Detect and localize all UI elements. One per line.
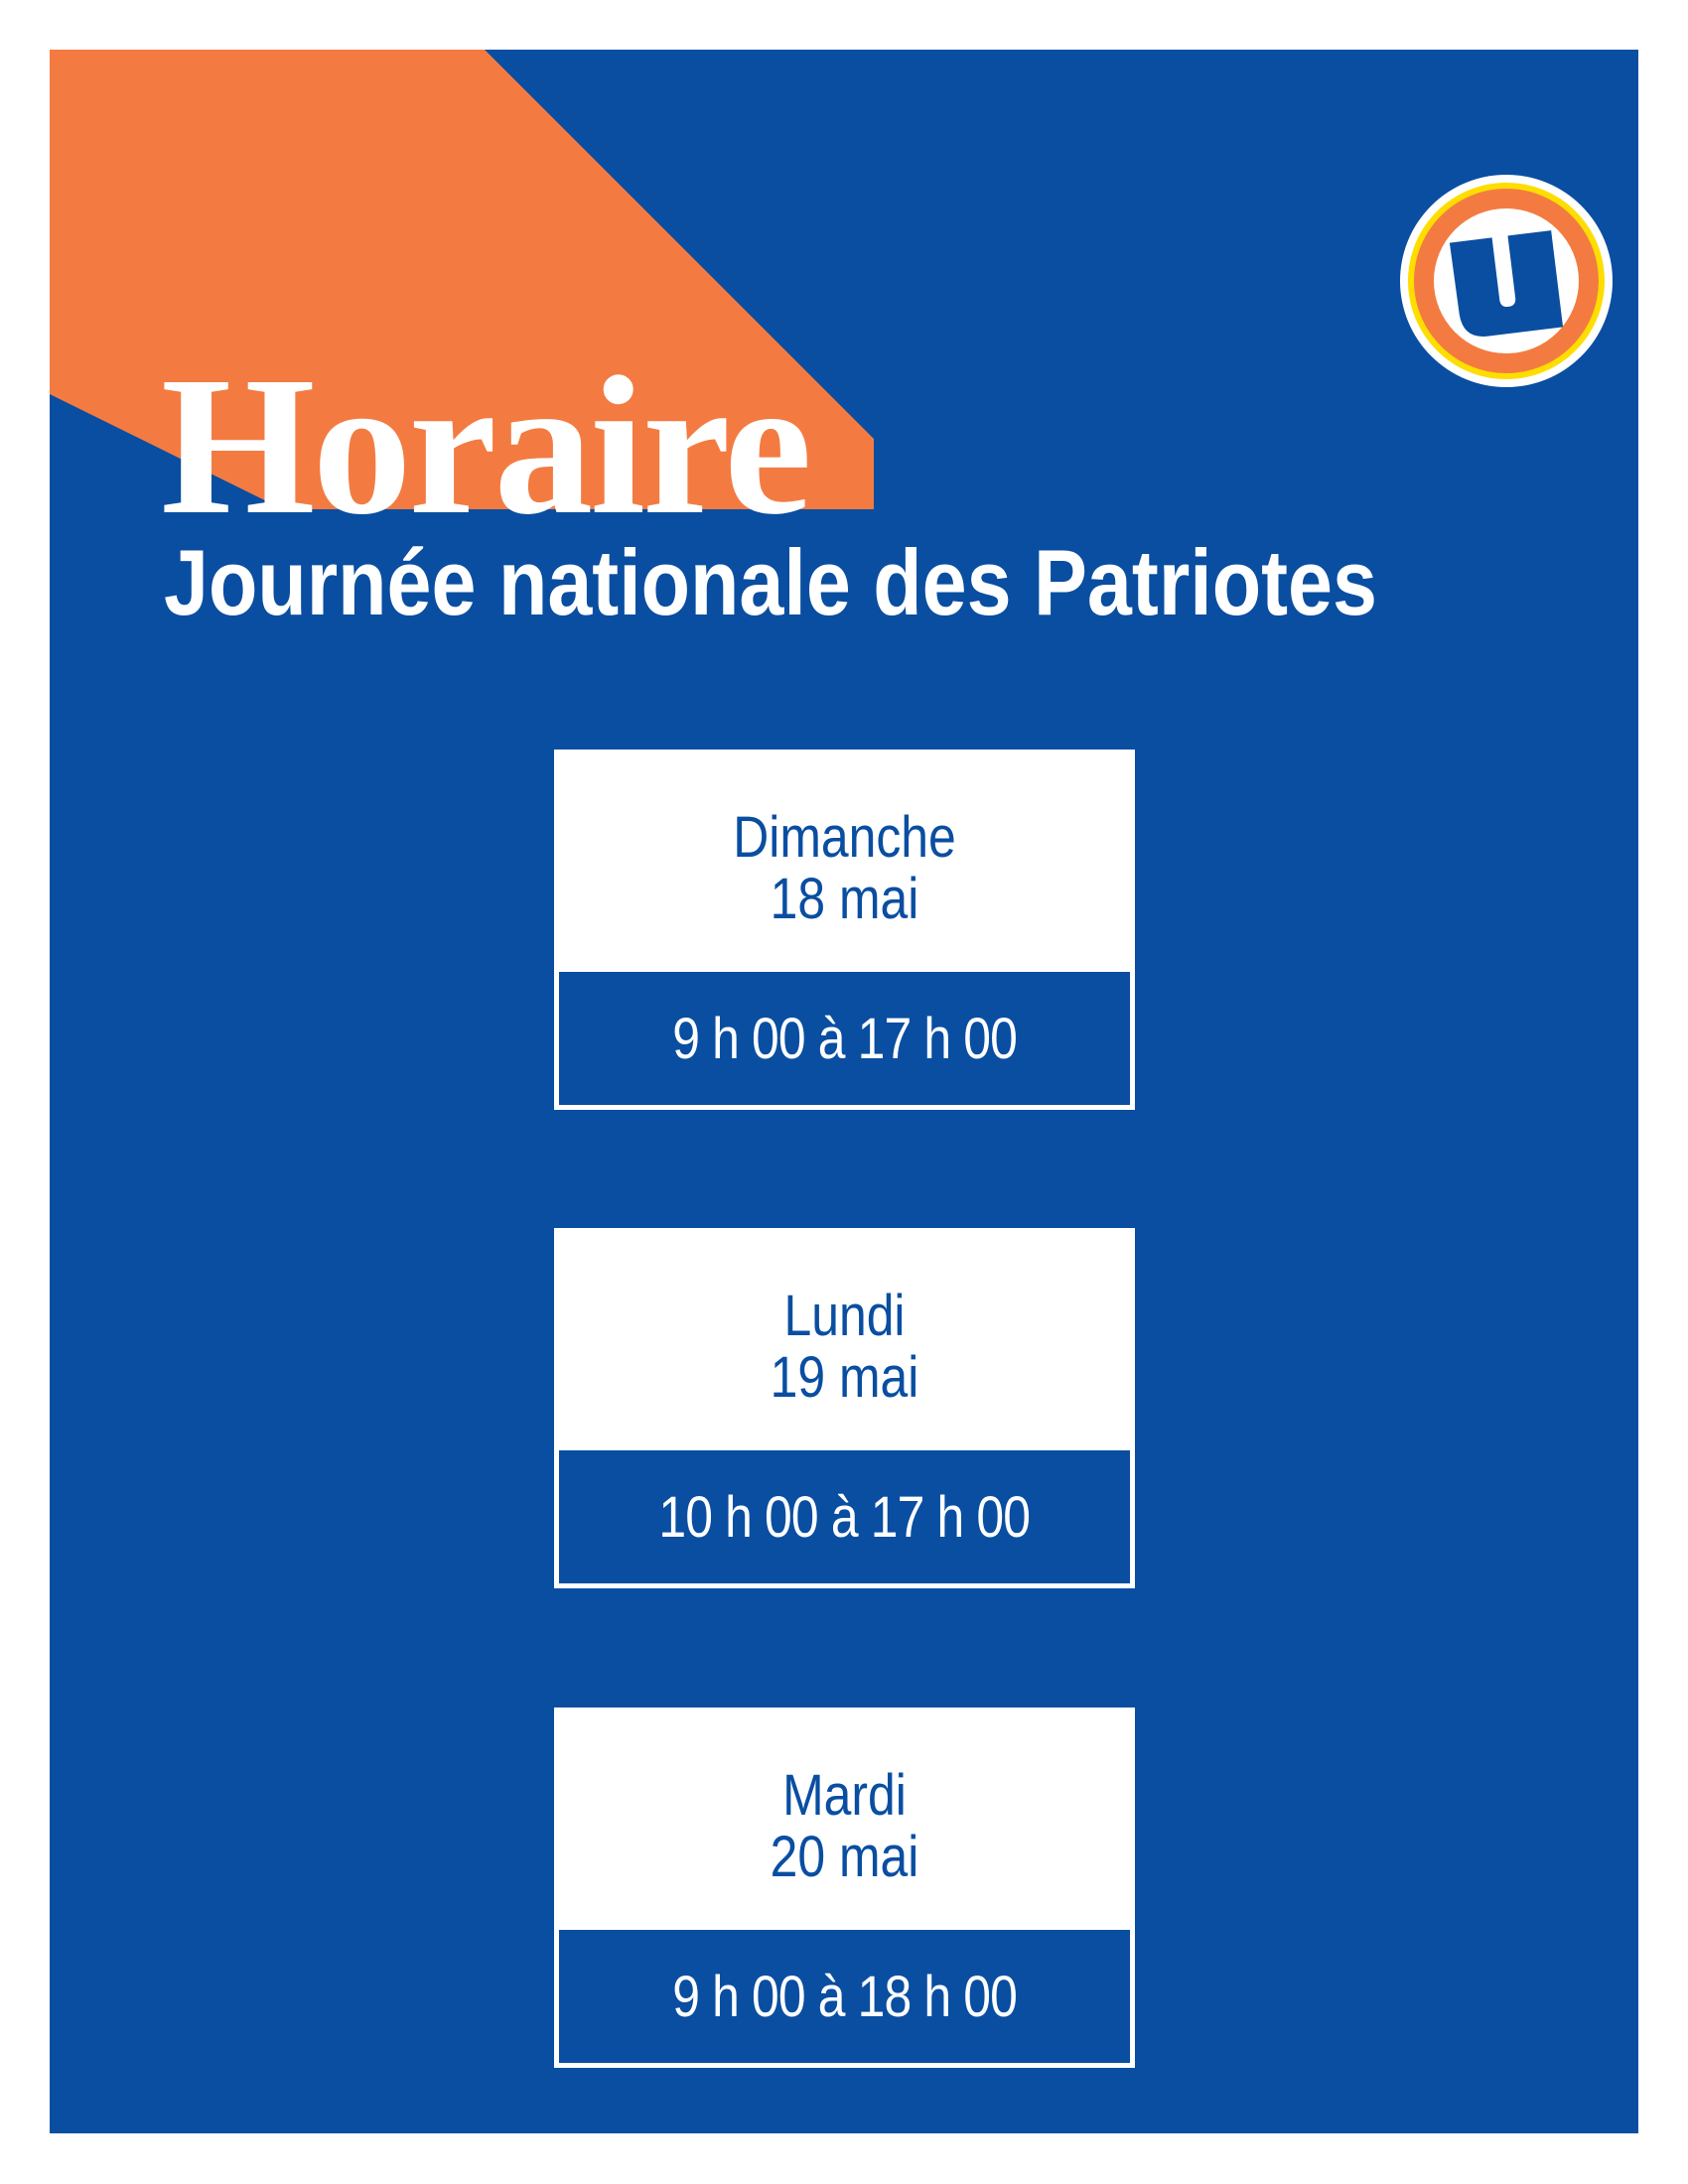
orange-diagonal-band xyxy=(50,50,874,509)
schedule-hours: 9 h 00 à 17 h 00 xyxy=(559,972,1130,1105)
day-name: Dimanche xyxy=(733,805,956,870)
poster-panel: Horaire Journée nationale des Patriotes … xyxy=(50,50,1638,2133)
schedule-card: Lundi 19 mai 10 h 00 à 17 h 00 xyxy=(554,1228,1135,1588)
day-date: 20 mai xyxy=(770,1825,919,1889)
schedule-hours: 9 h 00 à 18 h 00 xyxy=(559,1930,1130,2063)
hours-text: 10 h 00 à 17 h 00 xyxy=(658,1484,1032,1550)
day-name: Mardi xyxy=(782,1763,907,1828)
page-title: Horaire xyxy=(161,337,812,556)
hours-text: 9 h 00 à 18 h 00 xyxy=(672,1964,1018,2029)
schedule-card: Mardi 20 mai 9 h 00 à 18 h 00 xyxy=(554,1707,1135,2068)
day-name: Lundi xyxy=(783,1284,906,1348)
day-date: 18 mai xyxy=(770,867,919,931)
schedule-day: Lundi 19 mai xyxy=(595,1286,1094,1409)
page-subtitle: Journée nationale des Patriotes xyxy=(164,530,1377,634)
schedule-day: Dimanche 18 mai xyxy=(595,807,1094,930)
schedule-hours: 10 h 00 à 17 h 00 xyxy=(559,1450,1130,1583)
hours-text: 9 h 00 à 17 h 00 xyxy=(672,1006,1018,1071)
u-circle-logo-icon xyxy=(1400,175,1613,387)
schedule-card: Dimanche 18 mai 9 h 00 à 17 h 00 xyxy=(554,750,1135,1110)
schedule-day: Mardi 20 mai xyxy=(595,1765,1094,1888)
day-date: 19 mai xyxy=(770,1345,919,1410)
